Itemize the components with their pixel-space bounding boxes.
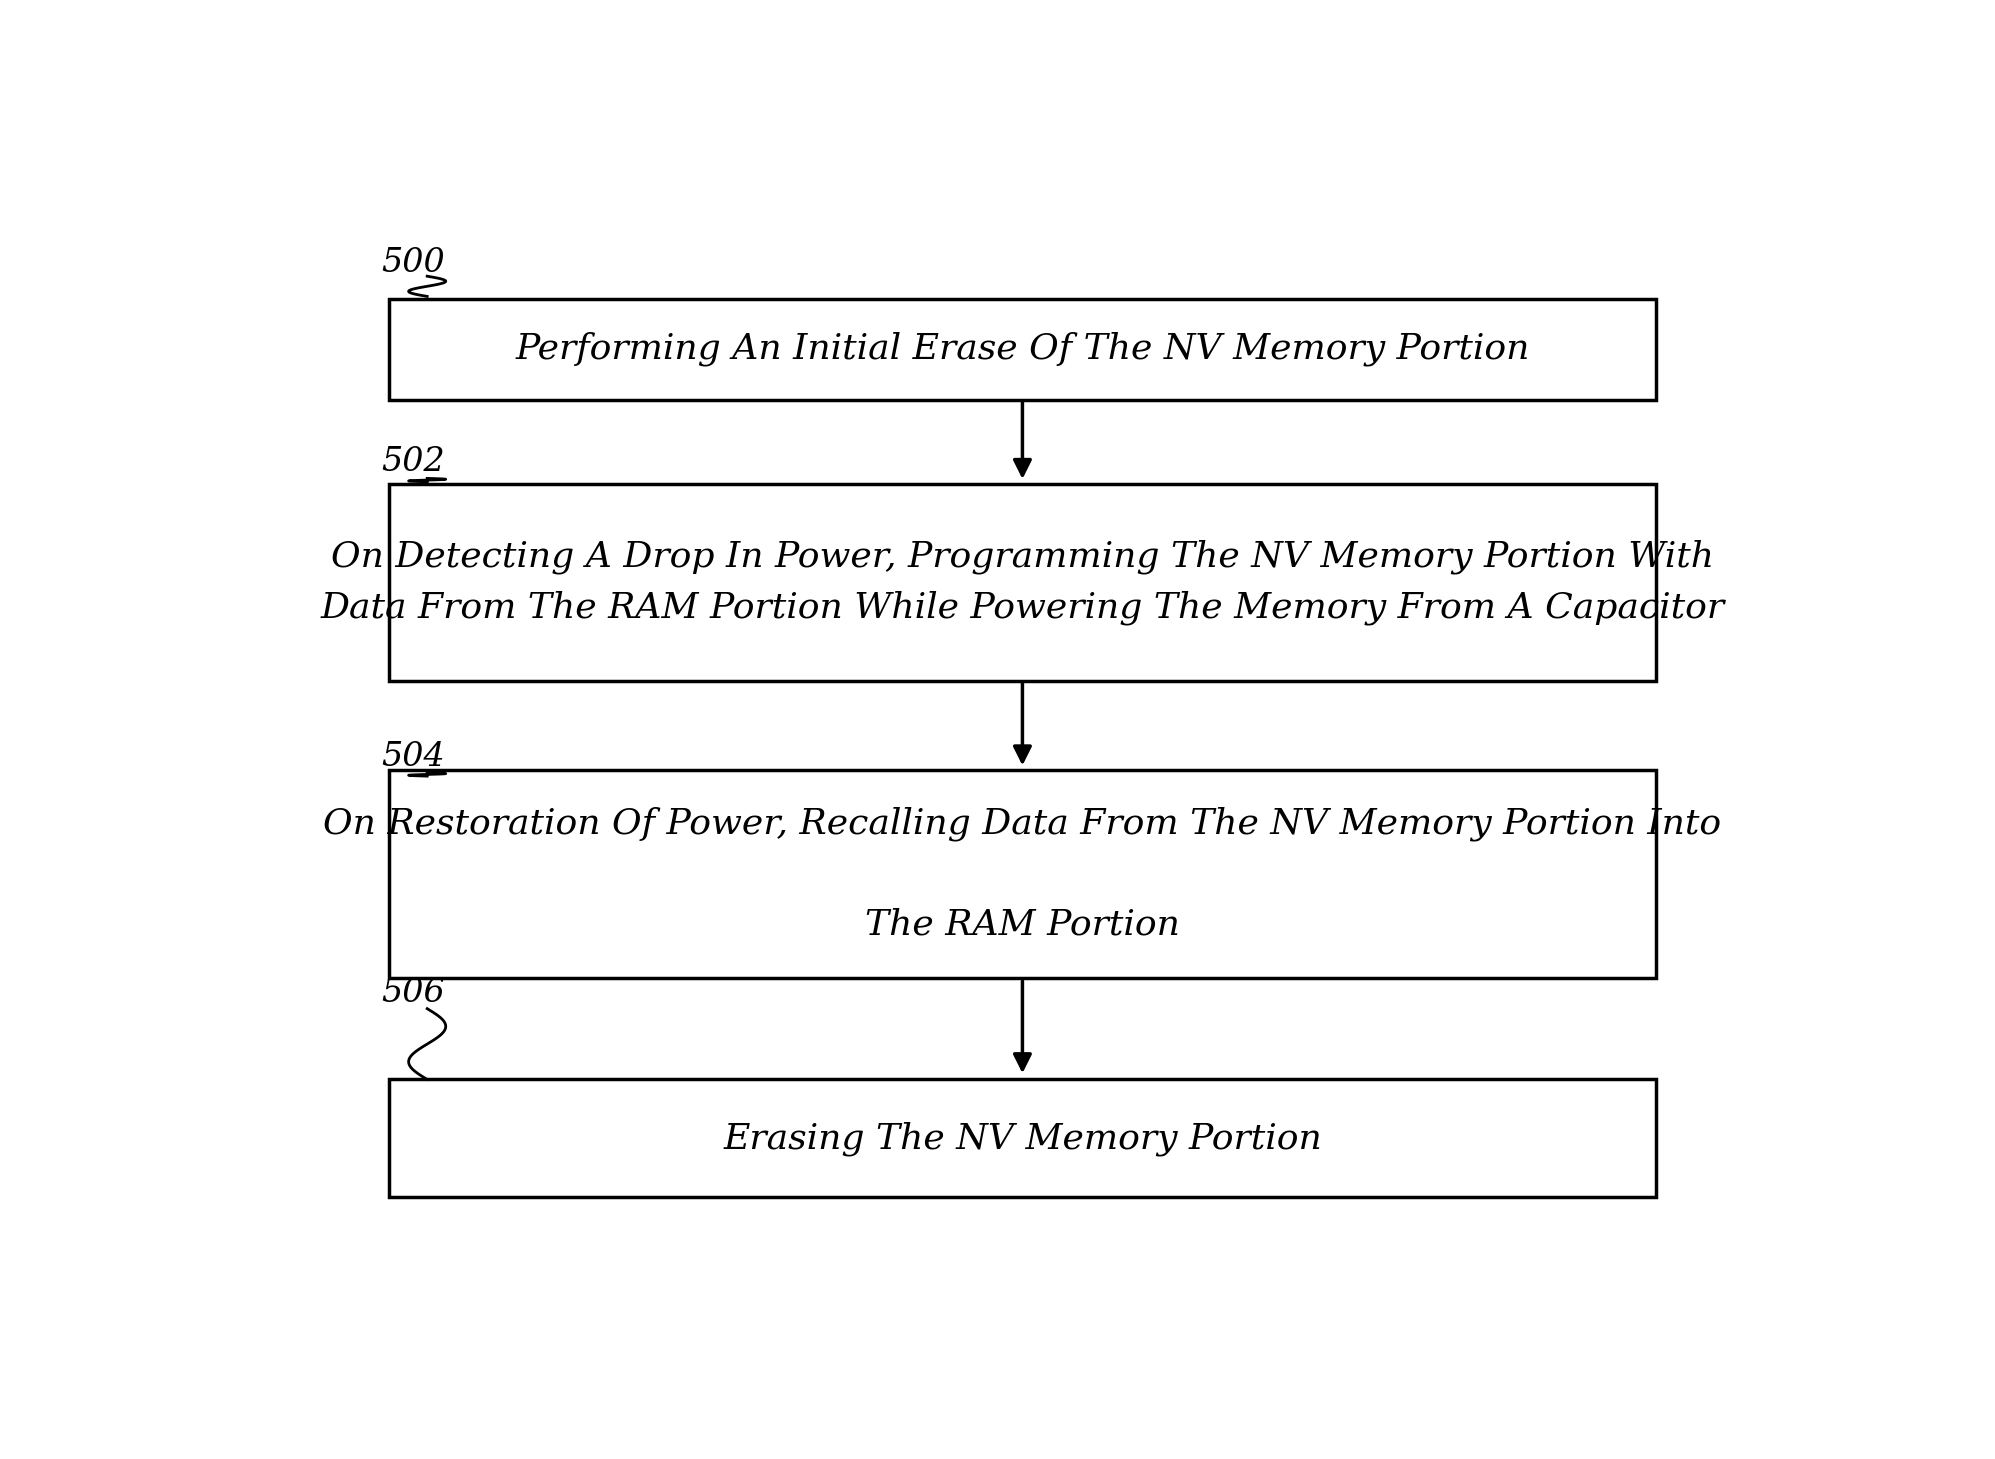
Text: 504: 504 <box>381 741 445 773</box>
Text: The RAM Portion: The RAM Portion <box>866 907 1179 943</box>
Text: Performing An Initial Erase Of The NV Memory Portion: Performing An Initial Erase Of The NV Me… <box>515 333 1530 366</box>
Text: 500: 500 <box>381 247 445 279</box>
Bar <box>389 770 1656 979</box>
Text: 502: 502 <box>381 445 445 477</box>
Text: 506: 506 <box>381 978 445 1010</box>
Bar <box>389 299 1656 400</box>
Text: Erasing The NV Memory Portion: Erasing The NV Memory Portion <box>722 1121 1323 1156</box>
Bar <box>389 484 1656 680</box>
Text: On Detecting A Drop In Power, Programming The NV Memory Portion With: On Detecting A Drop In Power, Programmin… <box>331 540 1714 575</box>
Text: On Restoration Of Power, Recalling Data From The NV Memory Portion Into: On Restoration Of Power, Recalling Data … <box>323 807 1722 840</box>
Text: Data From The RAM Portion While Powering The Memory From A Capacitor: Data From The RAM Portion While Powering… <box>321 591 1724 624</box>
Bar <box>389 1080 1656 1198</box>
